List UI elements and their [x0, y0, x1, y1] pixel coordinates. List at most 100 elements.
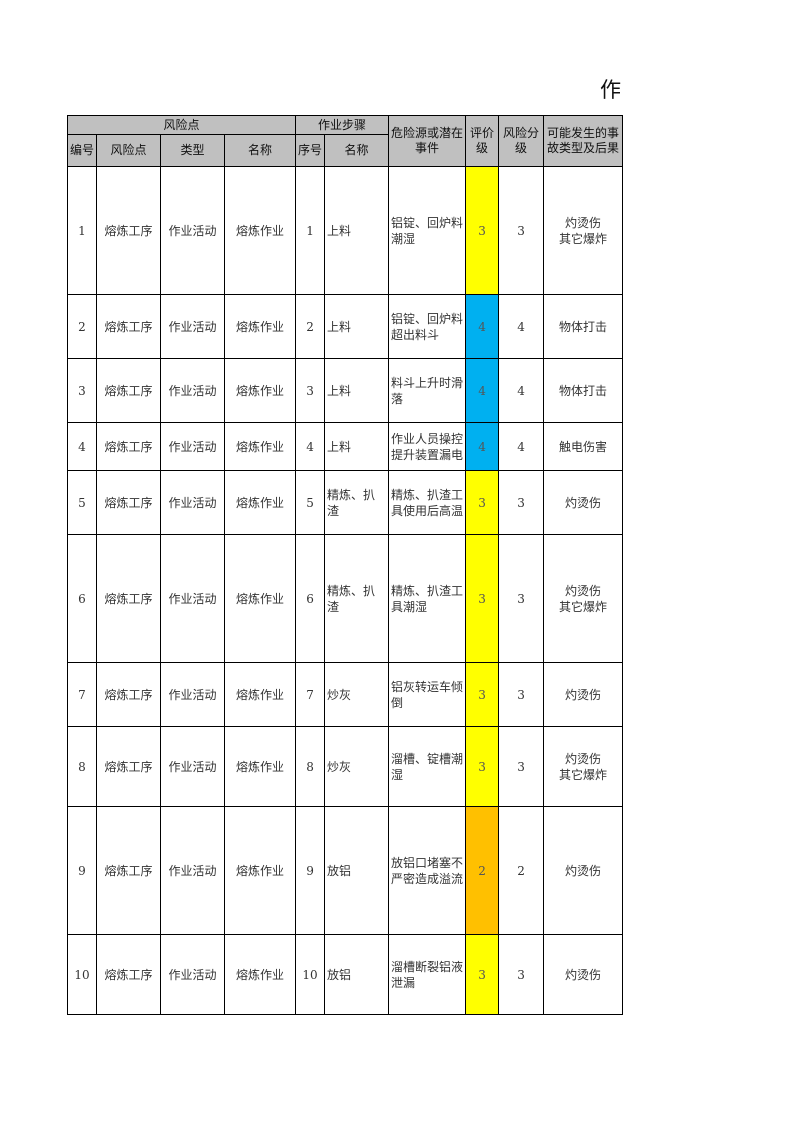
header-no: 编号 [67, 134, 97, 167]
cell-no: 5 [67, 470, 97, 535]
cell-hazard: 溜槽、锭槽潮湿 [388, 726, 467, 807]
cell-step: 上料 [324, 294, 390, 359]
cell-type: 作业活动 [160, 422, 225, 471]
cell-consequence: 灼烫伤 [543, 934, 624, 1015]
cell-seq: 10 [295, 934, 326, 1015]
cell-seq: 4 [295, 422, 326, 471]
cell-hazard: 精炼、扒渣工具使用后高温 [388, 470, 467, 535]
cell-name: 熔炼作业 [223, 358, 297, 423]
table-row: 3 熔炼工序 作业活动 熔炼作业 3 上料 料斗上升时滑落 4 4 物体打击 [67, 358, 624, 423]
cell-seq: 5 [295, 470, 326, 535]
header-hazard: 危险源或潜在事件 [388, 115, 467, 167]
cell-step: 炒灰 [324, 662, 390, 727]
table-row: 6 熔炼工序 作业活动 熔炼作业 6 精炼、扒渣 精炼、扒渣工具潮湿 3 3 灼烫伤 其它爆炸 [67, 534, 624, 663]
cell-no: 10 [67, 934, 97, 1015]
header-consequence: 可能发生的事故类型及后果 [543, 115, 624, 167]
cell-step: 炒灰 [324, 726, 390, 807]
cell-level: 3 [498, 166, 545, 295]
cell-hazard: 料斗上升时滑落 [388, 358, 467, 423]
cell-eval: 3 [465, 934, 500, 1015]
cell-hazard: 铝锭、回炉料超出料斗 [388, 294, 467, 359]
cell-name: 熔炼作业 [223, 470, 297, 535]
cell-name: 熔炼作业 [223, 166, 297, 295]
table-row: 8 熔炼工序 作业活动 熔炼作业 8 炒灰 溜槽、锭槽潮湿 3 3 灼烫伤 其它爆炸 [67, 726, 624, 807]
cell-step: 上料 [324, 166, 390, 295]
cell-step: 上料 [324, 422, 390, 471]
cell-level: 3 [498, 470, 545, 535]
cell-eval: 3 [465, 726, 500, 807]
cell-seq: 2 [295, 294, 326, 359]
cell-level: 4 [498, 294, 545, 359]
page-title: 作 [600, 78, 621, 102]
cell-risk-point: 熔炼工序 [96, 294, 161, 359]
cell-hazard: 铝灰转运车倾倒 [388, 662, 467, 727]
cell-seq: 9 [295, 806, 326, 935]
cell-seq: 1 [295, 166, 326, 295]
cell-type: 作业活动 [160, 934, 225, 1015]
header-step-group: 作业步骤 [295, 115, 390, 135]
cell-consequence: 灼烫伤 其它爆炸 [543, 166, 624, 295]
cell-no: 8 [67, 726, 97, 807]
cell-eval: 3 [465, 470, 500, 535]
cell-type: 作业活动 [160, 358, 225, 423]
table-row: 5 熔炼工序 作业活动 熔炼作业 5 精炼、扒渣 精炼、扒渣工具使用后高温 3 3 灼烫伤 [67, 470, 624, 535]
table-row: 9 熔炼工序 作业活动 熔炼作业 9 放铝 放铝口堵塞不严密造成溢流 2 2 灼烫伤 [67, 806, 624, 935]
cell-no: 1 [67, 166, 97, 295]
cell-type: 作业活动 [160, 662, 225, 727]
cell-name: 熔炼作业 [223, 294, 297, 359]
cell-type: 作业活动 [160, 166, 225, 295]
cell-step: 上料 [324, 358, 390, 423]
cell-hazard: 溜槽断裂铝液泄漏 [388, 934, 467, 1015]
cell-consequence: 灼烫伤 其它爆炸 [543, 534, 624, 663]
cell-level: 2 [498, 806, 545, 935]
cell-consequence: 灼烫伤 [543, 806, 624, 935]
cell-consequence: 灼烫伤 [543, 470, 624, 535]
header-type: 类型 [160, 134, 225, 167]
cell-eval: 3 [465, 166, 500, 295]
cell-risk-point: 熔炼工序 [96, 534, 161, 663]
cell-no: 6 [67, 534, 97, 663]
cell-risk-point: 熔炼工序 [96, 166, 161, 295]
header-name: 名称 [223, 134, 297, 167]
cell-name: 熔炼作业 [223, 934, 297, 1015]
cell-name: 熔炼作业 [223, 422, 297, 471]
header-risk-point-group: 风险点 [66, 115, 297, 135]
cell-eval: 2 [465, 806, 500, 935]
cell-level: 4 [498, 422, 545, 471]
header-risk-point: 风险点 [96, 134, 161, 167]
cell-step: 放铝 [324, 806, 390, 935]
header-row-2: 编号 风险点 类型 名称 序号 名称 [67, 134, 623, 167]
header-step-name: 名称 [324, 134, 390, 167]
cell-level: 3 [498, 934, 545, 1015]
cell-type: 作业活动 [160, 294, 225, 359]
cell-level: 3 [498, 534, 545, 663]
cell-hazard: 作业人员操控提升装置漏电 [388, 422, 467, 471]
cell-risk-point: 熔炼工序 [96, 470, 161, 535]
cell-type: 作业活动 [160, 470, 225, 535]
cell-seq: 7 [295, 662, 326, 727]
cell-eval: 4 [465, 422, 500, 471]
table-row: 2 熔炼工序 作业活动 熔炼作业 2 上料 铝锭、回炉料超出料斗 4 4 物体打击 [67, 294, 624, 359]
cell-step: 精炼、扒渣 [324, 470, 390, 535]
cell-risk-point: 熔炼工序 [96, 934, 161, 1015]
cell-hazard: 精炼、扒渣工具潮湿 [388, 534, 467, 663]
cell-level: 3 [498, 726, 545, 807]
cell-type: 作业活动 [160, 726, 225, 807]
cell-no: 9 [67, 806, 97, 935]
cell-name: 熔炼作业 [223, 534, 297, 663]
cell-no: 2 [67, 294, 97, 359]
table-row: 7 熔炼工序 作业活动 熔炼作业 7 炒灰 铝灰转运车倾倒 3 3 灼烫伤 [67, 662, 624, 727]
cell-risk-point: 熔炼工序 [96, 726, 161, 807]
cell-consequence: 灼烫伤 其它爆炸 [543, 726, 624, 807]
cell-step: 放铝 [324, 934, 390, 1015]
cell-type: 作业活动 [160, 534, 225, 663]
header-seq: 序号 [295, 134, 326, 167]
table-row: 1 熔炼工序 作业活动 熔炼作业 1 上料 铝锭、回炉料潮湿 3 3 灼烫伤 其它爆炸 [67, 166, 624, 295]
header-eval: 评价级 [465, 115, 500, 167]
cell-level: 4 [498, 358, 545, 423]
cell-hazard: 铝锭、回炉料潮湿 [388, 166, 467, 295]
risk-table: 风险点 作业步骤 危险源或潜在事件 评价级 风险分级 可能发生的事故类型及后果 … [66, 115, 624, 1015]
cell-consequence: 物体打击 [543, 294, 624, 359]
cell-risk-point: 熔炼工序 [96, 806, 161, 935]
header-row-1: 风险点 作业步骤 危险源或潜在事件 评价级 风险分级 可能发生的事故类型及后果 [66, 115, 624, 167]
